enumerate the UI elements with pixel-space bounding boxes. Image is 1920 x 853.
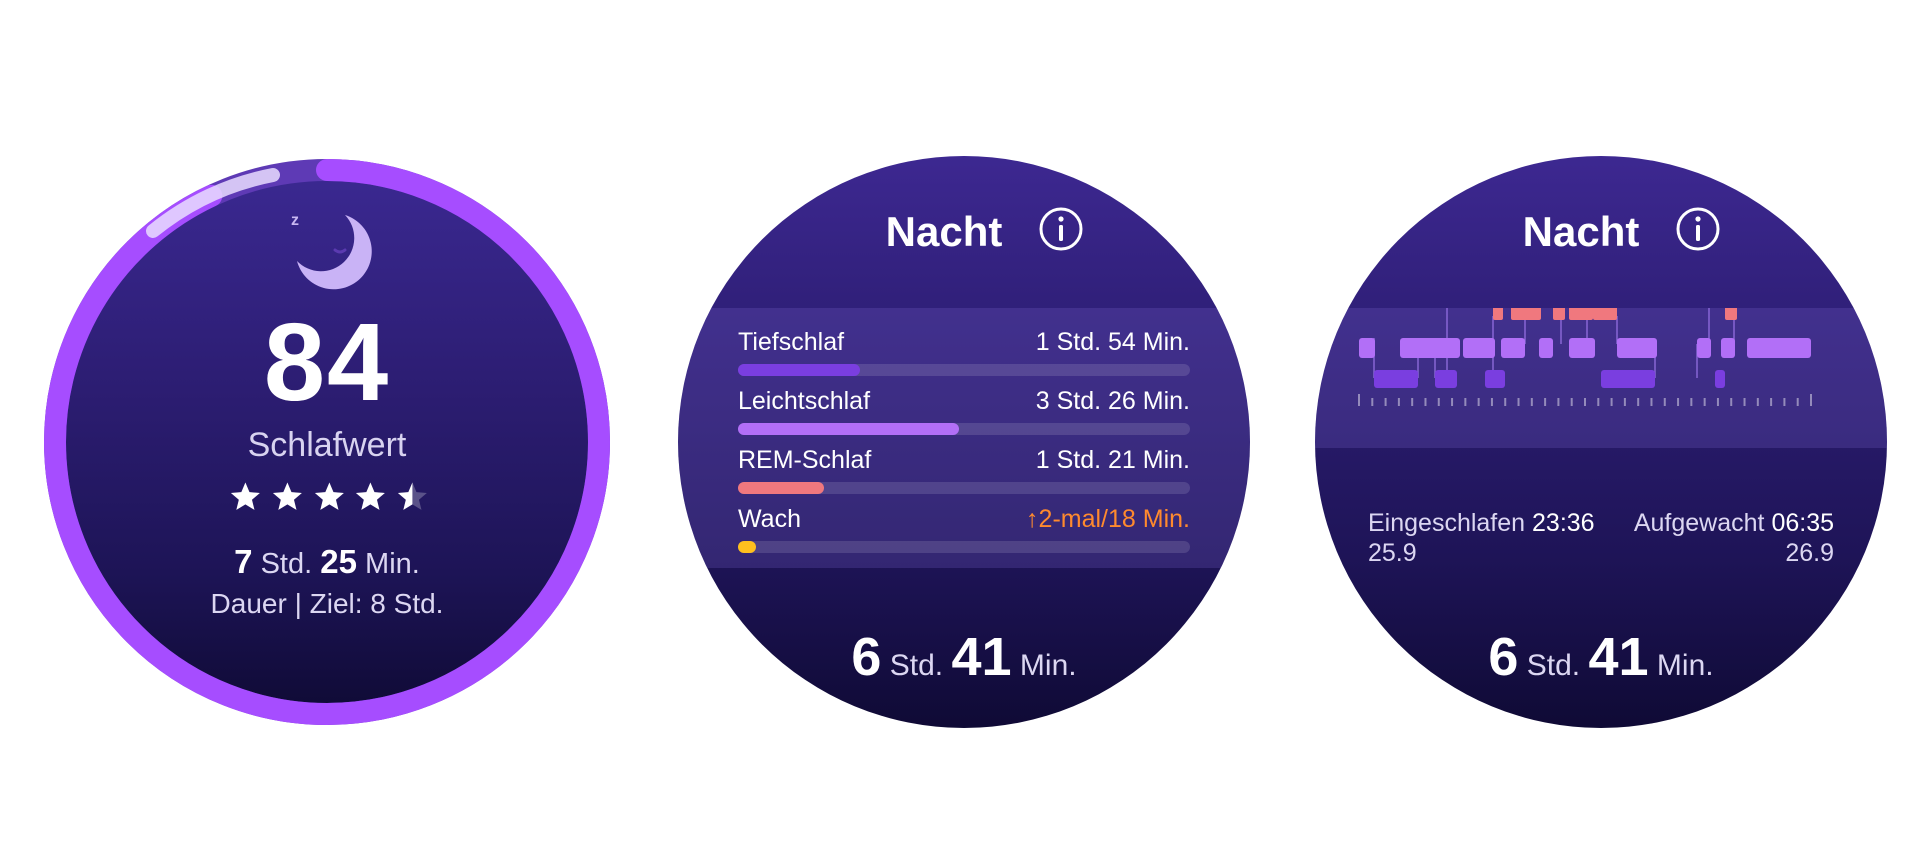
- stage-bar-track: [738, 482, 1190, 494]
- total-minutes-unit: Min.: [1019, 649, 1077, 682]
- star-icon: [314, 482, 344, 510]
- stage-name: Leichtschlaf: [738, 387, 871, 415]
- duration-hours-unit: Std.: [260, 548, 313, 580]
- sleep-rating-stars: [229, 480, 429, 520]
- sleep-hypnogram: [1315, 308, 1887, 448]
- asleep-label: Eingeschlafen: [1368, 509, 1526, 537]
- stage-bar-fill: [738, 482, 824, 494]
- stage-bar-fill: [738, 541, 757, 553]
- page-title: Nacht: [1315, 208, 1887, 256]
- title-text: Nacht: [1522, 208, 1640, 255]
- total-sleep-duration: 6 Std. 41 Min.: [678, 626, 1250, 688]
- awake-time: 06:35: [1771, 509, 1834, 537]
- info-icon[interactable]: [1675, 206, 1721, 252]
- svg-text:z: z: [291, 212, 299, 229]
- rem-sleep-segments: [1493, 308, 1737, 320]
- stage-bar-track: [738, 541, 1190, 553]
- timeline-ticks: [1358, 394, 1812, 406]
- moon-sleep-icon: z: [291, 212, 372, 290]
- stage-bar-fill: [738, 364, 861, 376]
- total-minutes-unit: Min.: [1656, 649, 1714, 682]
- duration-hours: 7: [234, 543, 253, 580]
- star-icon: [272, 482, 302, 510]
- sleep-start: Eingeschlafen 23:36 25.9: [1368, 508, 1595, 568]
- total-hours: 6: [1488, 627, 1519, 687]
- stage-value-alert: ↑2-mal/18 Min.: [1026, 505, 1190, 534]
- stage-value: 1 Std. 54 Min.: [1035, 328, 1190, 356]
- deep-sleep-segments: [1374, 370, 1725, 388]
- info-icon[interactable]: [1038, 206, 1084, 252]
- sleep-duration: 7 Std. 25 Min.: [43, 543, 611, 581]
- sleep-score-label: Schlafwert: [247, 426, 407, 464]
- total-hours-unit: Std.: [1526, 649, 1581, 682]
- watch-face-background: [65, 180, 589, 704]
- light-sleep-segments: [1359, 338, 1811, 358]
- stage-bar-track: [738, 423, 1190, 435]
- up-arrow-icon: ↑: [1026, 505, 1039, 533]
- awake-label: Aufgewacht: [1633, 509, 1765, 537]
- title-text: Nacht: [885, 208, 1003, 255]
- sleep-stages-watch-face: Nacht Tiefschlaf 1 Std. 54 Min. Leichtsc…: [678, 156, 1250, 728]
- star-icon: [398, 482, 428, 510]
- stage-name: Wach: [738, 505, 801, 533]
- duration-minutes: 25: [320, 543, 357, 580]
- page-title: Nacht: [678, 208, 1250, 256]
- total-minutes: 41: [1588, 627, 1649, 687]
- asleep-time: 23:36: [1532, 509, 1595, 537]
- star-icon: [230, 482, 260, 510]
- stage-value: 1 Std. 21 Min.: [1035, 446, 1190, 474]
- stage-bar-fill: [738, 423, 960, 435]
- stage-value: 3 Std. 26 Min.: [1035, 387, 1190, 415]
- total-sleep-duration: 6 Std. 41 Min.: [1315, 626, 1887, 688]
- star-icon: [356, 482, 386, 510]
- stage-name: REM-Schlaf: [738, 446, 872, 474]
- sleep-hypnogram-watch-face: Nacht: [1315, 156, 1887, 728]
- sleep-score-ring: [44, 159, 610, 725]
- total-hours-unit: Std.: [889, 649, 944, 682]
- sleep-score-watch-face: z 84 Schlafwert 7 Std. 25 Min. Dauer | Z…: [43, 158, 611, 726]
- duration-minutes-unit: Min.: [365, 548, 420, 580]
- stage-bar-track: [738, 364, 1190, 376]
- sleep-goal-text: Dauer | Ziel: 8 Std.: [210, 588, 444, 619]
- sleep-score-value: 84: [263, 301, 391, 424]
- asleep-sub-value: 25.9: [1368, 539, 1417, 567]
- awake-sub-value: 26.9: [1785, 539, 1834, 567]
- total-hours: 6: [851, 627, 882, 687]
- sleep-end: Aufgewacht 06:35 26.9: [1634, 508, 1834, 568]
- sleep-stages-panel: Tiefschlaf 1 Std. 54 Min. Leichtschlaf 3…: [678, 308, 1250, 568]
- stage-name: Tiefschlaf: [738, 328, 845, 356]
- total-minutes: 41: [951, 627, 1012, 687]
- stage-value-text: 2-mal/18 Min.: [1038, 505, 1190, 533]
